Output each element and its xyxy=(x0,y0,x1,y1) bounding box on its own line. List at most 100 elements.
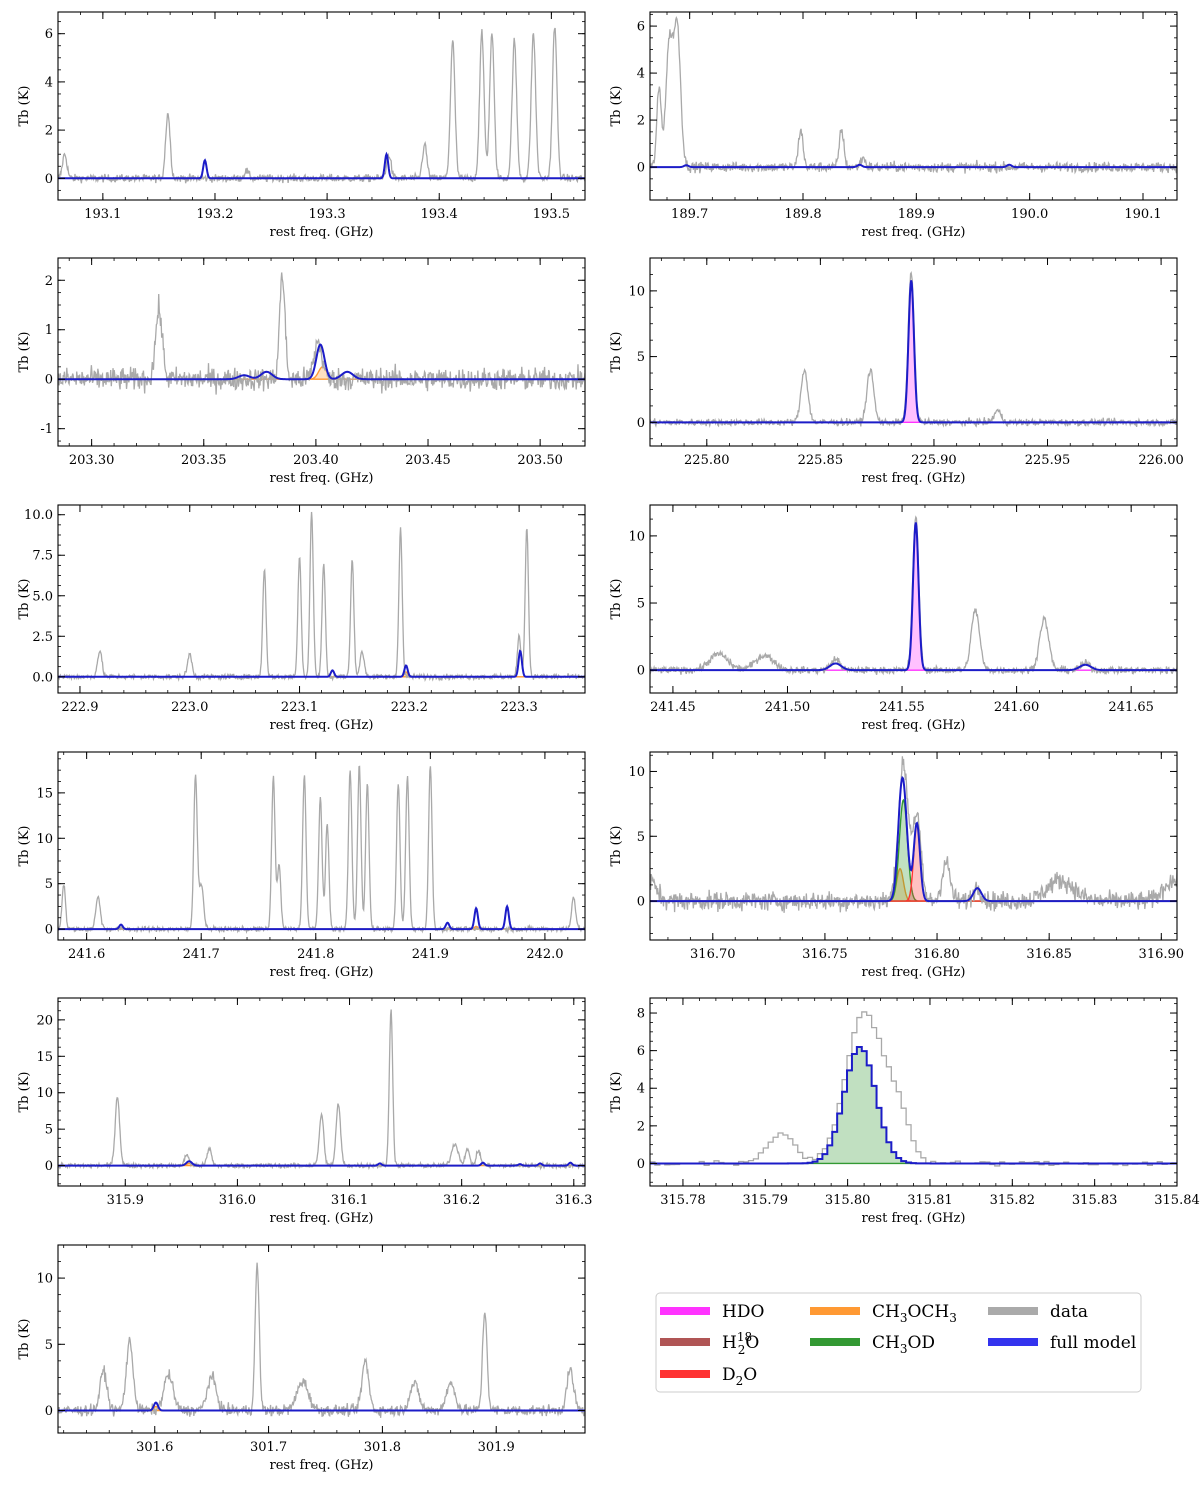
legend-item: CH3OCH3 xyxy=(810,1302,957,1325)
y-tick-label: 20 xyxy=(36,1013,53,1028)
x-axis-label: rest freq. (GHz) xyxy=(862,718,966,733)
data-spectrum xyxy=(58,27,585,184)
y-tick-label: 2.5 xyxy=(32,630,53,645)
y-tick-label: 15 xyxy=(36,1050,53,1065)
data-spectrum xyxy=(58,272,585,395)
spectrum-panel-6: 241.45 241.50 241.55 241.60 241.65 0 5 10 rest f… xyxy=(609,504,1178,733)
x-tick-label: 316.90 xyxy=(1139,947,1185,962)
spectrum-panel-1: 193.1 193.2 193.3 193.4 193.5 0 2 4 6 rest freq. … xyxy=(17,11,586,240)
legend-swatch xyxy=(988,1307,1038,1315)
plot-area xyxy=(650,15,1177,175)
data-spectrum xyxy=(58,1262,585,1418)
x-tick-label: 316.2 xyxy=(443,1193,480,1208)
x-tick-label: 193.3 xyxy=(308,207,345,222)
y-tick-label: 5 xyxy=(637,830,645,845)
legend-item: data xyxy=(988,1302,1088,1322)
full-model-line xyxy=(58,904,585,931)
x-axis-label: rest freq. (GHz) xyxy=(270,1211,374,1226)
plot-area xyxy=(58,27,585,184)
legend-label: D2O xyxy=(722,1365,757,1388)
y-tick-label: 2 xyxy=(45,124,53,139)
y-tick-label: 8 xyxy=(637,1007,645,1022)
x-tick-label: 189.7 xyxy=(671,207,708,222)
y-tick-label: 6 xyxy=(637,1044,645,1059)
y-tick-label: 5 xyxy=(637,597,645,612)
legend-swatch xyxy=(988,1338,1038,1346)
x-tick-label: 241.9 xyxy=(412,947,449,962)
x-axis-label: rest freq. (GHz) xyxy=(862,471,966,486)
full-model-line xyxy=(58,649,585,678)
y-tick-label: 5 xyxy=(45,1123,53,1138)
full-model-line xyxy=(58,343,585,381)
y-tick-label: 10 xyxy=(628,765,645,780)
full-model-line xyxy=(650,163,1177,169)
legend-item: CH3OD xyxy=(810,1333,935,1356)
x-tick-label: 241.65 xyxy=(1108,700,1154,715)
x-tick-label: 193.5 xyxy=(533,207,570,222)
x-tick-label: 241.6 xyxy=(68,947,105,962)
y-tick-label: 10 xyxy=(36,1086,53,1101)
spectrum-panel-4: 225.80 225.85 225.90 225.95 226.00 0 5 10 rest f… xyxy=(609,257,1184,486)
data-spectrum xyxy=(58,1009,585,1171)
legend-swatch xyxy=(660,1307,710,1315)
x-tick-label: 193.4 xyxy=(421,207,458,222)
x-tick-label: 203.45 xyxy=(405,453,451,468)
x-tick-label: 242.0 xyxy=(526,947,563,962)
y-tick-label: 6 xyxy=(637,20,645,35)
axes-frame xyxy=(649,257,1178,447)
y-tick-label: 10.0 xyxy=(24,508,53,523)
x-tick-label: 223.0 xyxy=(171,700,208,715)
y-tick-label: 2 xyxy=(637,114,645,129)
x-tick-label: 190.0 xyxy=(1011,207,1048,222)
x-axis-label: rest freq. (GHz) xyxy=(862,1211,966,1226)
x-tick-label: 301.8 xyxy=(364,1440,401,1455)
data-spectrum xyxy=(650,756,1177,913)
axes-frame xyxy=(649,11,1178,201)
axes-frame xyxy=(57,751,586,941)
legend-box xyxy=(655,1292,1142,1393)
legend-item: full model xyxy=(988,1333,1136,1353)
y-tick-label: 0 xyxy=(45,923,53,938)
y-axis-label: Tb (K) xyxy=(609,826,624,867)
plot-area xyxy=(58,1009,585,1171)
x-tick-label: 315.84 xyxy=(1154,1193,1200,1208)
legend-item: H18 2O xyxy=(660,1330,759,1357)
plot-area xyxy=(58,1262,585,1418)
x-axis-label: rest freq. (GHz) xyxy=(862,225,966,240)
x-tick-label: 316.70 xyxy=(690,947,736,962)
plot-area xyxy=(650,271,1177,429)
y-tick-label: 0 xyxy=(45,1404,53,1419)
x-tick-label: 301.6 xyxy=(136,1440,173,1455)
axes-frame xyxy=(649,751,1178,941)
spectrum-panel-2: 189.7 189.8 189.9 190.0 190.1 0 2 4 6 rest freq. … xyxy=(609,11,1178,240)
y-tick-label: 0 xyxy=(637,1157,645,1172)
y-tick-label: 5 xyxy=(45,877,53,892)
y-tick-label: 2 xyxy=(45,274,53,289)
x-tick-label: 241.60 xyxy=(994,700,1040,715)
x-tick-label: 241.8 xyxy=(297,947,334,962)
x-tick-label: 226.00 xyxy=(1138,453,1184,468)
legend-swatch xyxy=(660,1338,710,1346)
x-tick-label: 223.1 xyxy=(281,700,318,715)
x-tick-label: 241.45 xyxy=(650,700,696,715)
plot-area xyxy=(58,511,585,682)
spectrum-panel-8: 316.70 316.75 316.80 316.85 316.90 0 5 10 rest f… xyxy=(609,751,1185,980)
x-tick-label: 189.8 xyxy=(784,207,821,222)
plot-area xyxy=(650,515,1177,676)
axes-frame xyxy=(57,1244,586,1434)
y-tick-label: 1 xyxy=(45,323,53,338)
y-tick-label: 0 xyxy=(45,373,53,388)
component-ch3od xyxy=(650,1046,1177,1165)
data-spectrum xyxy=(650,1011,1177,1167)
spectrum-panel-3: 203.30 203.35 203.40 203.45 203.50 -1 0 1 2 rest … xyxy=(17,257,586,486)
x-tick-label: 225.80 xyxy=(684,453,730,468)
full-model-line xyxy=(650,775,1177,903)
x-axis-label: rest freq. (GHz) xyxy=(270,965,374,980)
plot-area xyxy=(58,272,585,395)
legend-label: HDO xyxy=(722,1302,764,1322)
legend-swatch xyxy=(810,1338,860,1346)
x-tick-label: 316.3 xyxy=(555,1193,592,1208)
spectrum-panel-9: 315.9 316.0 316.1 316.2 316.3 0 5 10 15 20 rest fr… xyxy=(17,997,592,1226)
spectrum-panel-7: 241.6 241.7 241.8 241.9 242.0 0 5 10 15 rest freq… xyxy=(17,751,586,980)
x-tick-label: 223.3 xyxy=(501,700,538,715)
